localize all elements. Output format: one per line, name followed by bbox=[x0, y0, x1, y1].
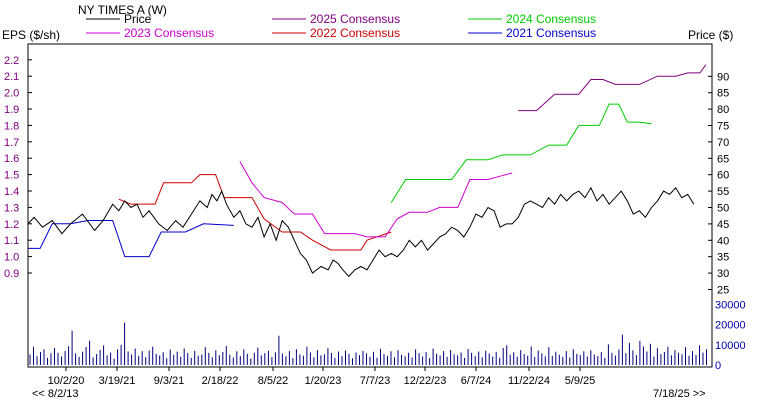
x-tick-label-3: 2/18/22 bbox=[202, 375, 239, 387]
nav-right-link[interactable]: 7/18/25 >> bbox=[653, 388, 706, 400]
left-axis-label: EPS ($/sh) bbox=[2, 28, 60, 42]
price-tick-label-10: 75 bbox=[717, 121, 729, 133]
price-tick-label-11: 80 bbox=[717, 104, 729, 116]
price-tick-label-0: 25 bbox=[717, 285, 729, 297]
price-axis: 25 30 35 40 45 50 55 60 65 70 75 80 85 90 bbox=[708, 71, 729, 297]
plot-frame bbox=[27, 43, 713, 368]
volume-tick-label-3: 30000 bbox=[715, 299, 746, 311]
volume-tick-label-2: 20000 bbox=[715, 320, 746, 332]
eps-tick-label-4: 1.3 bbox=[4, 202, 19, 214]
price-tick-label-2: 35 bbox=[717, 252, 729, 264]
series-line-2023-consensus bbox=[239, 161, 513, 238]
price-tick-label-9: 70 bbox=[717, 137, 729, 149]
series-line-2024-consensus bbox=[390, 103, 652, 203]
legend-label-0: Price bbox=[124, 12, 152, 26]
x-tick-label-2: 9/3/21 bbox=[154, 375, 185, 387]
x-tick-label-4: 8/5/22 bbox=[258, 375, 289, 387]
series-lines bbox=[27, 64, 707, 278]
eps-tick-label-5: 1.4 bbox=[4, 186, 19, 198]
eps-tick-label-1: 1.0 bbox=[4, 252, 19, 264]
x-tick-label-6: 7/7/23 bbox=[360, 375, 391, 387]
volume-tick-label-1: 10000 bbox=[715, 340, 746, 352]
right-axis-label: Price ($) bbox=[688, 28, 733, 42]
eps-tick-label-12: 2.1 bbox=[4, 71, 19, 83]
volume-tick-label-0: 0 bbox=[715, 360, 721, 372]
x-tick-label-1: 3/19/21 bbox=[99, 375, 136, 387]
legend-label-4: 2024 Consensus bbox=[506, 12, 596, 26]
series-line-2025-consensus bbox=[518, 64, 707, 112]
eps-axis: 0.9 1.0 1.1 1.2 1.3 1.4 1.5 1.6 1.7 1.8 1.9 2.0 2.1 2… bbox=[4, 55, 32, 280]
eps-tick-label-11: 2.0 bbox=[4, 88, 19, 100]
price-tick-label-7: 60 bbox=[717, 170, 729, 182]
price-tick-label-8: 65 bbox=[717, 153, 729, 165]
x-tick-label-8: 6/7/24 bbox=[461, 375, 492, 387]
x-tick-label-7: 12/22/23 bbox=[404, 375, 447, 387]
eps-tick-label-8: 1.7 bbox=[4, 137, 19, 149]
eps-tick-label-3: 1.2 bbox=[4, 219, 19, 231]
x-tick-label-0: 10/2/20 bbox=[48, 375, 85, 387]
eps-tick-label-6: 1.5 bbox=[4, 170, 19, 182]
x-axis: 10/2/20 3/19/21 9/3/21 2/18/22 8/5/22 1/20/23… bbox=[48, 367, 596, 387]
series-line-2021-consensus bbox=[28, 220, 234, 258]
eps-tick-label-13: 2.2 bbox=[4, 55, 19, 67]
price-tick-label-6: 55 bbox=[717, 186, 729, 198]
volume-axis: 0 10000 20000 30000 bbox=[715, 299, 746, 372]
nav-left-link[interactable]: << 8/2/13 bbox=[32, 388, 79, 400]
eps-tick-label-2: 1.1 bbox=[4, 235, 19, 247]
eps-tick-label-7: 1.6 bbox=[4, 153, 19, 165]
price-tick-label-1: 30 bbox=[717, 268, 729, 280]
series-line-2022-consensus bbox=[118, 174, 392, 251]
price-tick-label-12: 85 bbox=[717, 88, 729, 100]
eps-tick-label-10: 1.9 bbox=[4, 104, 19, 116]
x-tick-label-10: 5/9/25 bbox=[565, 375, 596, 387]
eps-tick-label-9: 1.8 bbox=[4, 120, 19, 132]
legend-label-5: 2021 Consensus bbox=[506, 26, 596, 40]
series-line-price bbox=[27, 186, 695, 278]
legend-label-1: 2023 Consensus bbox=[124, 26, 214, 40]
legend-label-2: 2025 Consensus bbox=[310, 12, 400, 26]
x-tick-label-5: 1/20/23 bbox=[305, 375, 342, 387]
price-tick-label-4: 45 bbox=[717, 219, 729, 231]
eps-tick-label-0: 0.9 bbox=[4, 268, 19, 280]
price-tick-label-5: 50 bbox=[717, 203, 729, 215]
price-tick-label-3: 40 bbox=[717, 235, 729, 247]
volume-bars bbox=[29, 322, 707, 365]
price-tick-label-13: 90 bbox=[717, 71, 729, 83]
legend-label-3: 2022 Consensus bbox=[310, 26, 400, 40]
chart-title: NY TIMES A (W) bbox=[78, 3, 167, 17]
x-tick-label-9: 11/22/24 bbox=[508, 375, 550, 387]
